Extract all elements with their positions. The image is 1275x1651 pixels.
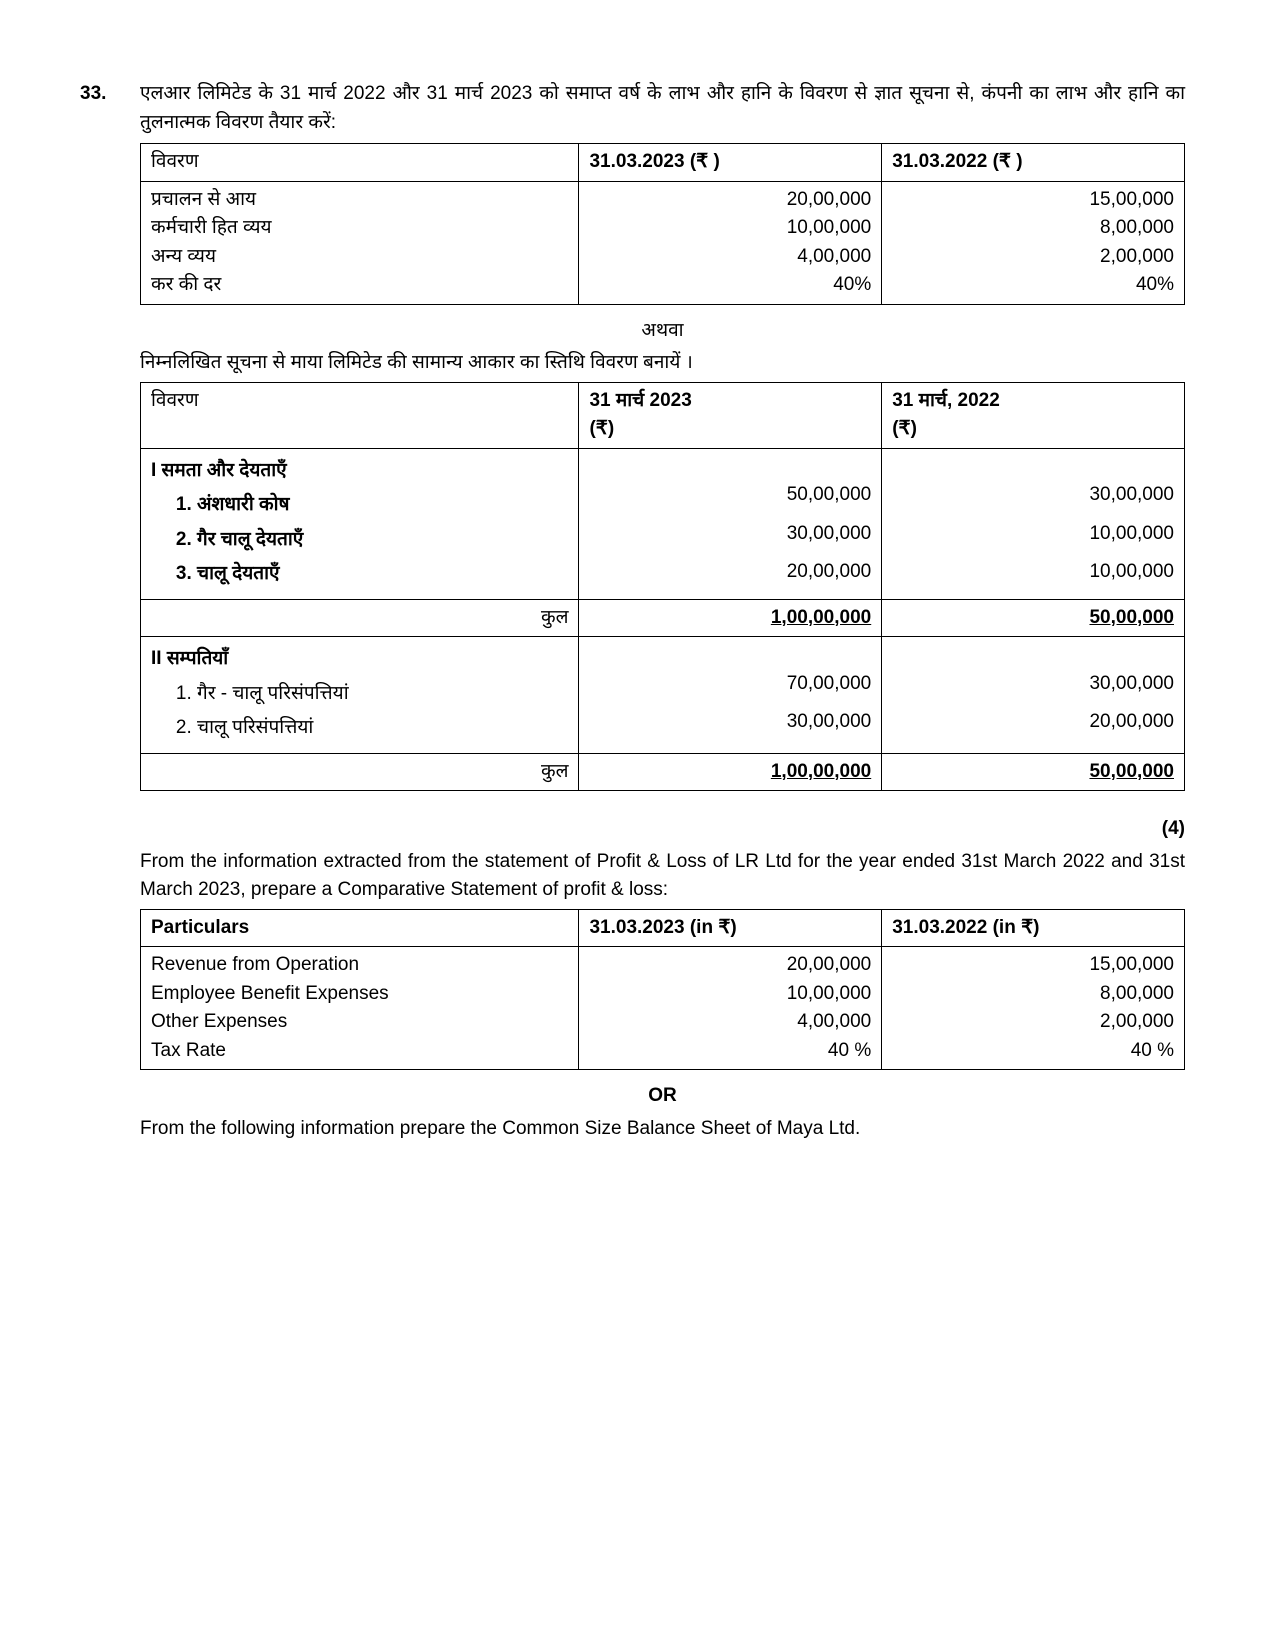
marks: (4) — [140, 815, 1185, 844]
t3-h1: Particulars — [141, 909, 579, 947]
t3-r3c2: 4,00,000 — [589, 1008, 871, 1037]
t1-body-col3: 15,00,000 8,00,000 2,00,000 40% — [882, 181, 1185, 304]
t3-r2c1: Employee Benefit Expenses — [151, 980, 568, 1009]
intro-hindi-2: निम्नलिखित सूचना से माया लिमिटेड की सामा… — [140, 349, 1185, 378]
t3-r3c1: Other Expenses — [151, 1008, 568, 1037]
t2-sec1-col1: I समता और देयताएँ अंशधारी कोष गैर चालू द… — [141, 448, 579, 599]
t2-sec1-title: I समता और देयताएँ — [151, 457, 568, 486]
t1-h3: 31.03.2022 (₹ ) — [882, 144, 1185, 182]
t2-total1-2022: 50,00,000 — [882, 599, 1185, 637]
t2-s2-v1b: 30,00,000 — [892, 670, 1174, 699]
question-text-hindi: एलआर लिमिटेड के 31 मार्च 2022 और 31 मार्… — [140, 80, 1185, 137]
t3-r4c1: Tax Rate — [151, 1037, 568, 1066]
t2-s1-v1a: 50,00,000 — [589, 481, 871, 510]
t1-r2c2: 10,00,000 — [589, 214, 871, 243]
t3-r4c2: 40 % — [589, 1037, 871, 1066]
t2-s1-v3b: 10,00,000 — [892, 558, 1174, 587]
t1-r3c2: 4,00,000 — [589, 243, 871, 272]
t2-sec2-col1: II सम्पतियाँ गैर - चालू परिसंपत्तियां चा… — [141, 637, 579, 754]
t2-sec2-col3: 30,00,000 20,00,000 — [882, 637, 1185, 754]
t2-sec1-col2: 50,00,000 30,00,000 20,00,000 — [579, 448, 882, 599]
t3-r1c2: 20,00,000 — [589, 951, 871, 980]
question-text-english: From the information extracted from the … — [140, 848, 1185, 905]
t2-sec1-col3: 30,00,000 10,00,000 10,00,000 — [882, 448, 1185, 599]
t2-s1-i3: चालू देयताएँ — [197, 560, 568, 589]
table-2-hindi-bs: विवरण 31 मार्च 2023 (₹) 31 मार्च, 2022 (… — [140, 382, 1185, 792]
q-en-l1: From the information extracted from the … — [140, 851, 853, 872]
t2-s2-i1: गैर - चालू परिसंपत्तियां — [197, 680, 568, 709]
t1-body-col1: प्रचालन से आय कर्मचारी हित व्यय अन्य व्य… — [141, 181, 579, 304]
intro-english-2: From the following information prepare t… — [140, 1115, 1185, 1144]
t3-r2c2: 10,00,000 — [589, 980, 871, 1009]
t2-s1-v1b: 30,00,000 — [892, 481, 1174, 510]
t2-s2-v2b: 20,00,000 — [892, 708, 1174, 737]
or-english: OR — [140, 1082, 1185, 1111]
t1-r4c3: 40% — [892, 271, 1174, 300]
table-1-hindi-pl: विवरण 31.03.2023 (₹ ) 31.03.2022 (₹ ) प्… — [140, 143, 1185, 305]
t2-sec2-col2: 70,00,000 30,00,000 — [579, 637, 882, 754]
t3-body-col3: 15,00,000 8,00,000 2,00,000 40 % — [882, 947, 1185, 1070]
t2-s2-v1a: 70,00,000 — [589, 670, 871, 699]
t2-h3: 31 मार्च, 2022 (₹) — [882, 382, 1185, 448]
t2-s2-i2: चालू परिसंपत्तियां — [197, 714, 568, 743]
t1-r3c1: अन्य व्यय — [151, 243, 568, 272]
t1-r2c3: 8,00,000 — [892, 214, 1174, 243]
t3-r4c3: 40 % — [892, 1037, 1174, 1066]
t2-s1-i2: गैर चालू देयताएँ — [197, 526, 568, 555]
t1-r1c1: प्रचालन से आय — [151, 186, 568, 215]
t3-h2: 31.03.2023 (in ₹) — [579, 909, 882, 947]
t3-body-col1: Revenue from Operation Employee Benefit … — [141, 947, 579, 1070]
t2-total2-label: कुल — [141, 753, 579, 791]
t3-r2c3: 8,00,000 — [892, 980, 1174, 1009]
t1-r4c2: 40% — [589, 271, 871, 300]
q-en-l3: Statement of profit & loss: — [451, 879, 669, 900]
t1-r2c1: कर्मचारी हित व्यय — [151, 214, 568, 243]
q-hindi-l1: एलआर लिमिटेड के 31 मार्च 2022 और 31 मार्… — [140, 83, 793, 104]
t1-h2: 31.03.2023 (₹ ) — [579, 144, 882, 182]
t3-h3: 31.03.2022 (in ₹) — [882, 909, 1185, 947]
question-header: 33. एलआर लिमिटेड के 31 मार्च 2022 और 31 … — [80, 80, 1185, 137]
t1-r4c1: कर की दर — [151, 271, 568, 300]
t2-h1: विवरण — [141, 382, 579, 448]
t2-s1-v3a: 20,00,000 — [589, 558, 871, 587]
t3-r1c3: 15,00,000 — [892, 951, 1174, 980]
t1-body-col2: 20,00,000 10,00,000 4,00,000 40% — [579, 181, 882, 304]
t2-s1-v2a: 30,00,000 — [589, 520, 871, 549]
t3-r1c1: Revenue from Operation — [151, 951, 568, 980]
t2-h2: 31 मार्च 2023 (₹) — [579, 382, 882, 448]
t2-total2-2023: 1,00,00,000 — [579, 753, 882, 791]
t1-h1: विवरण — [141, 144, 579, 182]
t2-total2-2022: 50,00,000 — [882, 753, 1185, 791]
t1-r1c2: 20,00,000 — [589, 186, 871, 215]
t2-sec2-title: II सम्पतियाँ — [151, 645, 568, 674]
t2-s1-i1: अंशधारी कोष — [197, 491, 568, 520]
t1-r3c3: 2,00,000 — [892, 243, 1174, 272]
t2-s2-v2a: 30,00,000 — [589, 708, 871, 737]
question-number: 33. — [80, 80, 140, 109]
t2-s1-v2b: 10,00,000 — [892, 520, 1174, 549]
t3-body-col2: 20,00,000 10,00,000 4,00,000 40 % — [579, 947, 882, 1070]
t2-total1-2023: 1,00,00,000 — [579, 599, 882, 637]
t3-r3c3: 2,00,000 — [892, 1008, 1174, 1037]
table-3-english-pl: Particulars 31.03.2023 (in ₹) 31.03.2022… — [140, 909, 1185, 1071]
or-hindi: अथवा — [140, 317, 1185, 346]
t1-r1c3: 15,00,000 — [892, 186, 1174, 215]
t2-total1-label: कुल — [141, 599, 579, 637]
